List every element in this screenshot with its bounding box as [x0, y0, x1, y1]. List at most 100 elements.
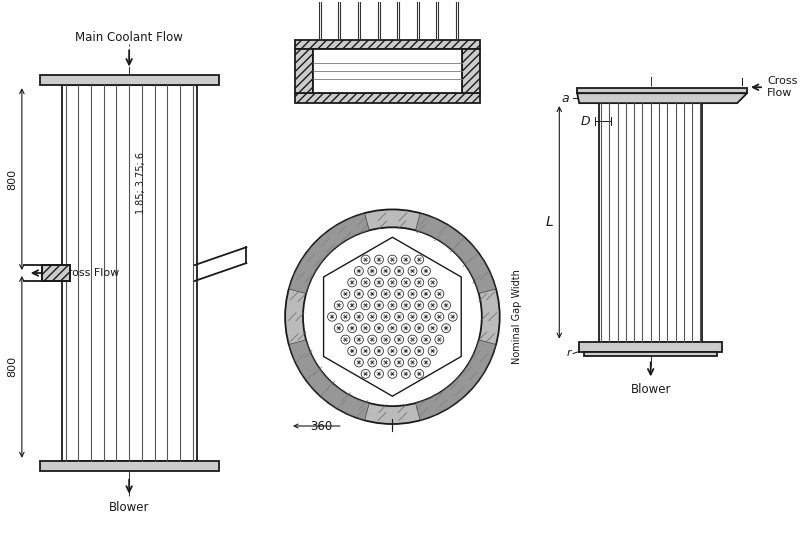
Text: Cross Flow: Cross Flow [59, 268, 119, 278]
Bar [62, 85, 196, 461]
Circle shape [348, 301, 357, 310]
Circle shape [408, 358, 417, 367]
Circle shape [348, 278, 357, 287]
Circle shape [361, 255, 370, 264]
Circle shape [435, 289, 444, 298]
Bar [577, 88, 747, 93]
Bar [40, 75, 219, 85]
Bar [295, 93, 480, 103]
Text: 800: 800 [7, 168, 17, 190]
Circle shape [354, 267, 363, 275]
Text: Blower: Blower [109, 501, 149, 513]
Circle shape [354, 335, 363, 344]
Text: 360: 360 [310, 420, 333, 433]
Circle shape [334, 323, 343, 333]
Bar [295, 40, 480, 50]
Polygon shape [415, 213, 496, 294]
Circle shape [395, 289, 403, 298]
Text: 800: 800 [7, 357, 17, 378]
Polygon shape [289, 340, 369, 421]
Circle shape [422, 312, 431, 321]
Circle shape [388, 255, 397, 264]
Bar [295, 50, 313, 93]
Circle shape [327, 312, 337, 321]
Circle shape [381, 335, 390, 344]
Circle shape [354, 289, 363, 298]
Circle shape [341, 289, 350, 298]
Circle shape [422, 267, 431, 275]
Circle shape [408, 312, 417, 321]
Circle shape [381, 358, 390, 367]
Circle shape [303, 227, 482, 406]
Circle shape [375, 301, 383, 310]
Bar [40, 461, 219, 471]
Circle shape [361, 278, 370, 287]
Text: D: D [581, 114, 590, 128]
Circle shape [361, 301, 370, 310]
Circle shape [368, 358, 377, 367]
Bar [42, 265, 70, 281]
Bar [599, 103, 703, 342]
Circle shape [375, 323, 383, 333]
Circle shape [334, 301, 343, 310]
Circle shape [375, 347, 383, 355]
Text: a: a [561, 92, 569, 105]
Circle shape [401, 347, 411, 355]
Circle shape [408, 289, 417, 298]
Circle shape [348, 323, 357, 333]
Polygon shape [577, 93, 747, 103]
Circle shape [354, 358, 363, 367]
Circle shape [401, 278, 411, 287]
Circle shape [381, 267, 390, 275]
Circle shape [375, 278, 383, 287]
Bar [313, 50, 462, 93]
Circle shape [368, 312, 377, 321]
Circle shape [428, 347, 437, 355]
Bar [42, 265, 70, 281]
Circle shape [375, 255, 383, 264]
Circle shape [415, 301, 423, 310]
Polygon shape [415, 340, 496, 421]
Circle shape [388, 323, 397, 333]
Circle shape [428, 278, 437, 287]
Circle shape [395, 312, 403, 321]
Polygon shape [289, 213, 369, 294]
Text: r: r [566, 348, 571, 358]
Circle shape [422, 289, 431, 298]
Circle shape [448, 312, 457, 321]
Circle shape [442, 301, 451, 310]
Circle shape [348, 347, 357, 355]
Circle shape [415, 369, 423, 378]
Circle shape [428, 301, 437, 310]
Circle shape [415, 278, 423, 287]
Circle shape [408, 335, 417, 344]
Circle shape [388, 278, 397, 287]
Circle shape [422, 335, 431, 344]
Text: 1.85; 3.75; 6: 1.85; 3.75; 6 [136, 152, 146, 214]
Text: Nominal Gap Width: Nominal Gap Width [512, 269, 521, 364]
Circle shape [408, 267, 417, 275]
Circle shape [401, 255, 411, 264]
Circle shape [415, 255, 423, 264]
Circle shape [375, 369, 383, 378]
Circle shape [388, 347, 397, 355]
Circle shape [401, 369, 411, 378]
Circle shape [428, 323, 437, 333]
Text: Main Coolant Flow: Main Coolant Flow [75, 30, 183, 44]
Circle shape [341, 335, 350, 344]
Circle shape [361, 347, 370, 355]
Bar [579, 342, 723, 352]
Circle shape [368, 267, 377, 275]
Circle shape [435, 335, 444, 344]
Circle shape [381, 289, 390, 298]
Circle shape [354, 312, 363, 321]
Circle shape [422, 358, 431, 367]
Text: Blower: Blower [630, 383, 671, 396]
Circle shape [388, 301, 397, 310]
Circle shape [395, 267, 403, 275]
Text: Cross
Flow: Cross Flow [767, 76, 797, 98]
Circle shape [401, 301, 411, 310]
Circle shape [368, 335, 377, 344]
Circle shape [341, 312, 350, 321]
Bar [462, 50, 480, 93]
